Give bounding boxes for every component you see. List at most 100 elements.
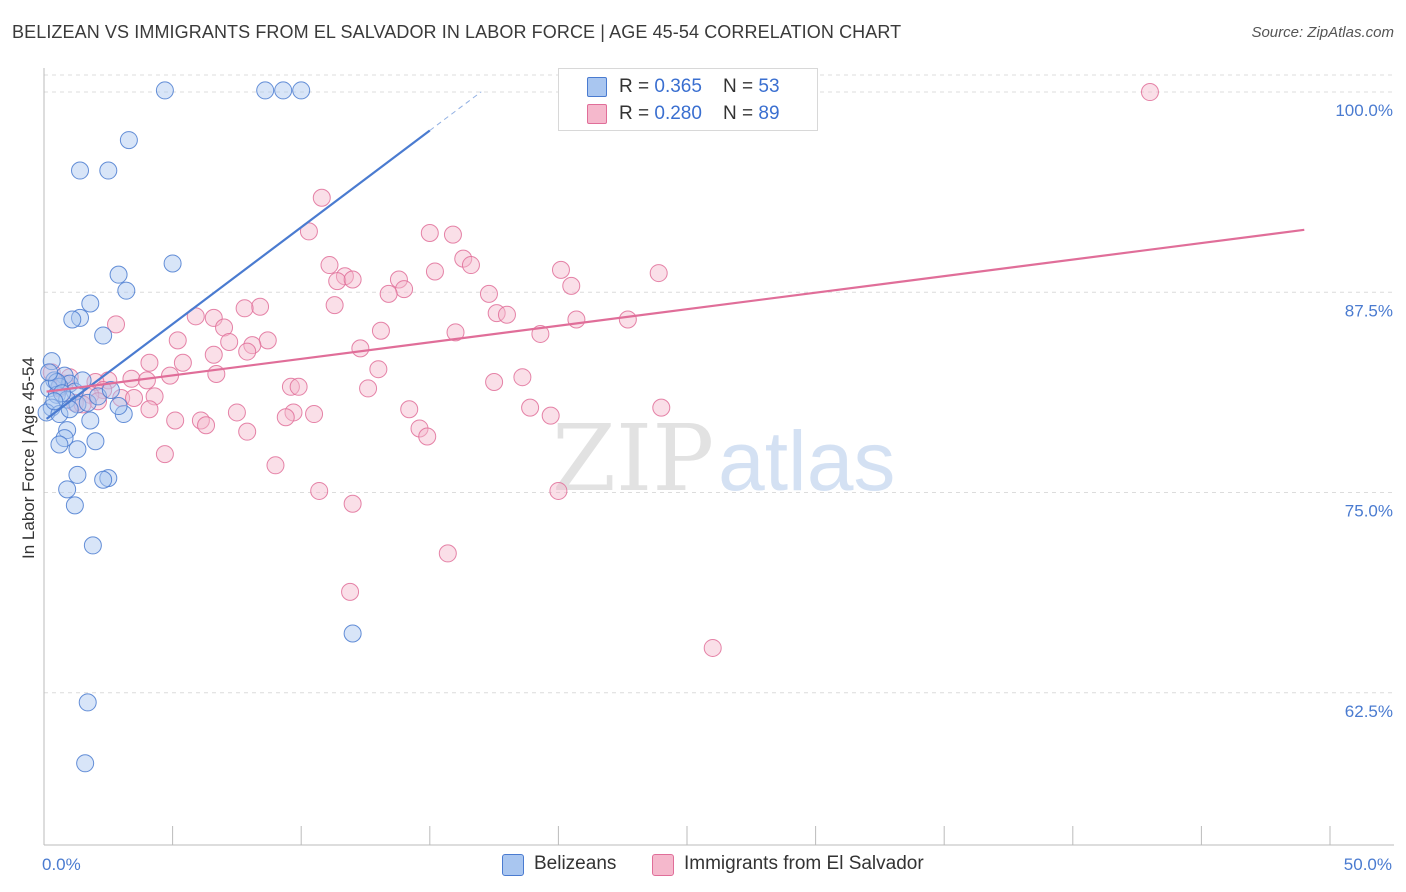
data-point xyxy=(703,638,722,657)
data-point xyxy=(166,411,185,430)
data-point xyxy=(81,294,100,313)
grid-lines xyxy=(44,74,1394,694)
data-point xyxy=(238,342,257,361)
data-point xyxy=(73,371,92,390)
data-point xyxy=(109,265,128,284)
data-point xyxy=(119,131,138,150)
data-point xyxy=(400,400,419,419)
data-point xyxy=(40,363,59,382)
data-point xyxy=(299,222,318,241)
data-point xyxy=(389,270,408,289)
data-point xyxy=(289,377,308,396)
data-point xyxy=(155,445,174,464)
data-point xyxy=(513,368,532,387)
data-point xyxy=(485,373,504,392)
legend-n-label: N = xyxy=(723,76,759,97)
data-point xyxy=(551,260,570,279)
data-point xyxy=(425,262,444,281)
data-point xyxy=(305,405,324,424)
data-point xyxy=(107,315,126,334)
legend-n-value: 89 xyxy=(758,103,780,124)
data-point xyxy=(94,470,113,489)
legend-r-value: 0.280 xyxy=(654,103,702,124)
data-point xyxy=(266,456,285,475)
data-point xyxy=(310,481,329,500)
data-point xyxy=(438,544,457,563)
data-point xyxy=(328,272,347,291)
legend-n-value: 53 xyxy=(758,76,780,97)
data-point xyxy=(71,308,90,327)
data-point xyxy=(343,270,362,289)
y-tick-label: 62.5% xyxy=(1345,702,1393,721)
data-point xyxy=(117,281,136,300)
data-point xyxy=(86,432,105,451)
data-point xyxy=(541,406,560,425)
data-point xyxy=(78,693,97,712)
trend-line-belizeans xyxy=(45,129,431,420)
data-point xyxy=(163,254,182,273)
chart-title: BELIZEAN VS IMMIGRANTS FROM EL SALVADOR … xyxy=(12,22,902,42)
trend-lines xyxy=(45,91,1305,420)
series-belizeans-points xyxy=(37,81,362,773)
data-point xyxy=(418,427,437,446)
data-point xyxy=(343,494,362,513)
data-point xyxy=(68,440,87,459)
y-tick-label: 75.0% xyxy=(1345,502,1393,521)
data-point xyxy=(420,224,439,243)
series-immigrants-el-salvador-points xyxy=(42,83,1159,657)
data-point xyxy=(446,323,465,342)
data-point xyxy=(649,264,668,283)
data-point xyxy=(251,297,270,316)
data-point xyxy=(618,310,637,329)
data-point xyxy=(140,400,159,419)
data-point xyxy=(81,411,100,430)
data-point xyxy=(71,161,90,180)
data-point xyxy=(274,81,293,100)
data-point xyxy=(256,81,275,100)
data-point xyxy=(227,403,246,422)
data-point xyxy=(140,353,159,372)
legend-r-label: R = xyxy=(619,76,655,97)
data-point xyxy=(220,332,239,351)
correlation-legend: R = 0.365 N = 53 R = 0.280 N = 89 xyxy=(558,68,818,131)
y-tick-label: 100.0% xyxy=(1335,101,1393,120)
data-point xyxy=(359,379,378,398)
data-point xyxy=(351,339,370,358)
data-point xyxy=(343,624,362,643)
bottom-legend-label: Belizeans xyxy=(534,853,617,874)
data-point xyxy=(58,480,77,499)
data-point xyxy=(652,398,671,417)
data-point xyxy=(235,299,254,318)
data-point xyxy=(454,249,473,268)
data-point xyxy=(238,422,257,441)
trend-line-el-salvador xyxy=(46,228,1305,393)
data-point xyxy=(325,296,344,315)
data-point xyxy=(122,369,141,388)
data-point xyxy=(549,481,568,500)
legend-r-label: R = xyxy=(619,103,655,124)
bottom-legend-swatch-blue xyxy=(502,854,524,876)
data-point xyxy=(1140,83,1159,102)
data-point xyxy=(65,496,84,515)
data-point xyxy=(109,397,128,416)
trend-line-belizeans-extension xyxy=(429,91,482,131)
legend-swatch-blue xyxy=(587,77,607,97)
data-point xyxy=(204,345,223,364)
data-point xyxy=(443,225,462,244)
data-point xyxy=(215,318,234,337)
data-point xyxy=(168,331,187,350)
data-point xyxy=(521,398,540,417)
watermark: ZIP atlas xyxy=(552,405,895,512)
data-point xyxy=(292,81,311,100)
data-point xyxy=(371,321,390,340)
data-point xyxy=(276,408,295,427)
data-point xyxy=(173,353,192,372)
axes xyxy=(43,68,1394,846)
data-point xyxy=(191,411,210,430)
data-point xyxy=(68,465,87,484)
data-point xyxy=(76,754,95,773)
watermark-atlas: atlas xyxy=(718,414,895,508)
data-point xyxy=(99,161,118,180)
data-point xyxy=(101,381,120,400)
